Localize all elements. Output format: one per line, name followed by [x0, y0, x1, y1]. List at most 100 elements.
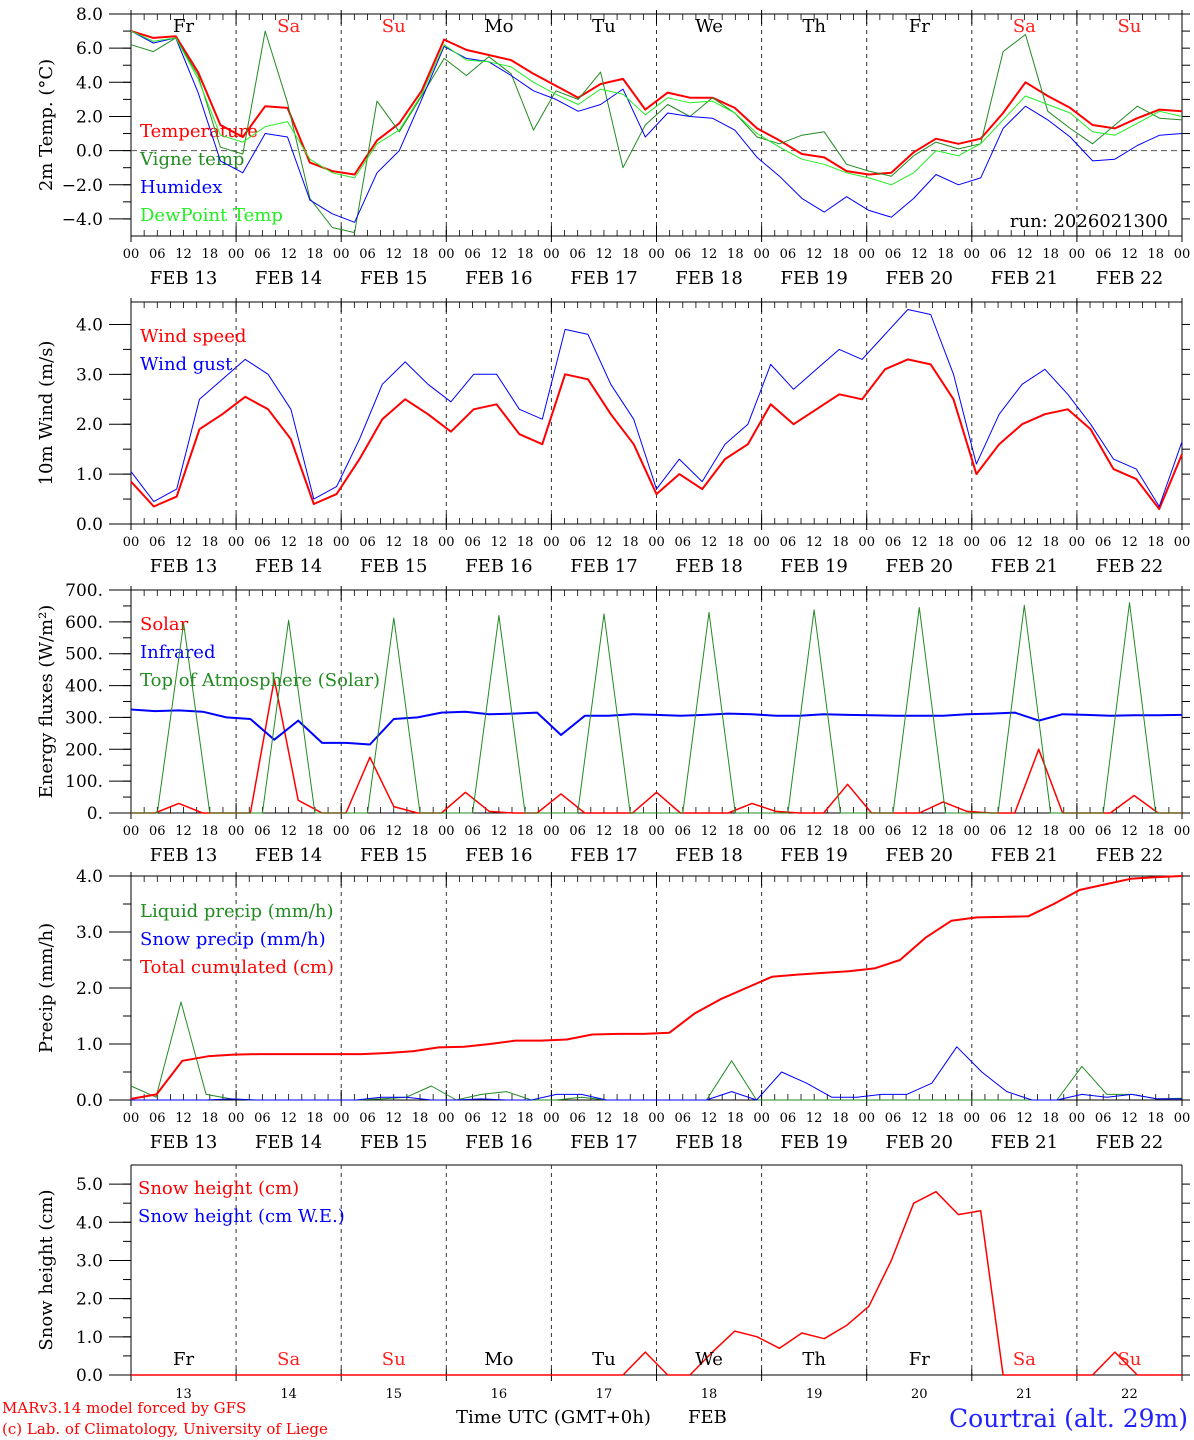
- day-number-label: 22: [1121, 1387, 1138, 1402]
- hour-tick-label: 00: [333, 535, 350, 550]
- series-line-vigne-temp: [130, 30, 1183, 234]
- hour-tick-label: 06: [464, 824, 481, 839]
- hour-tick-label: 12: [491, 1111, 508, 1126]
- hour-tick-label: 18: [622, 247, 639, 262]
- y-tick-label: 2.0: [76, 415, 103, 435]
- hour-tick-label: 06: [359, 247, 376, 262]
- hour-tick-label: 06: [1095, 1111, 1112, 1126]
- weekday-label: Fr: [909, 16, 930, 37]
- y-tick-label: 0.0: [76, 1091, 103, 1111]
- hour-tick-label: 12: [596, 1111, 613, 1126]
- weekday-label: Th: [802, 1349, 826, 1370]
- date-label: FEB 15: [360, 556, 427, 577]
- hour-tick-label: 06: [359, 535, 376, 550]
- hour-tick-label: 18: [517, 1111, 534, 1126]
- hour-tick-label: 12: [596, 247, 613, 262]
- date-label: FEB 20: [886, 1132, 953, 1153]
- date-label: FEB 21: [991, 1132, 1058, 1153]
- y-axis-label: 2m Temp. (°C): [36, 59, 57, 191]
- hour-tick-label: 12: [596, 824, 613, 839]
- legend-entry: Wind gust: [140, 354, 233, 375]
- date-label: FEB 18: [675, 1132, 742, 1153]
- hour-tick-label: 18: [202, 535, 219, 550]
- date-label: FEB 17: [570, 845, 637, 866]
- y-tick-label: 4.0: [76, 315, 103, 335]
- hour-tick-label: 18: [412, 247, 429, 262]
- lab-credit: (c) Lab. of Climatology, University of L…: [2, 1420, 328, 1438]
- legend-entry: Top of Atmosphere (Solar): [140, 670, 380, 691]
- hour-tick-label: 12: [1016, 824, 1033, 839]
- y-tick-label: 8.0: [76, 5, 103, 25]
- hour-tick-label: 06: [780, 535, 797, 550]
- hour-tick-label: 12: [280, 535, 297, 550]
- weekday-label: Fr: [173, 16, 194, 37]
- y-tick-label: 0.0: [76, 1366, 103, 1386]
- hour-tick-label: 18: [202, 824, 219, 839]
- hour-tick-label: 18: [937, 247, 954, 262]
- hour-tick-label: 00: [753, 824, 770, 839]
- hour-tick-label: 00: [543, 824, 560, 839]
- hour-tick-label: 00: [123, 1111, 140, 1126]
- hour-tick-label: 06: [464, 535, 481, 550]
- y-tick-label: 100.: [65, 772, 103, 792]
- hour-tick-label: 00: [228, 535, 245, 550]
- date-label: FEB 20: [886, 845, 953, 866]
- hour-tick-label: 18: [202, 247, 219, 262]
- hour-tick-label: 06: [990, 824, 1007, 839]
- hour-tick-label: 12: [1121, 535, 1138, 550]
- hour-tick-label: 18: [1042, 824, 1059, 839]
- footer: MARv3.14 model forced by GFS (c) Lab. of …: [2, 1399, 1188, 1438]
- panel-energy: 00 06 12 18 FEB 13 00 06 12 18 FEB 14 00 06 12 18 FEB …: [36, 581, 1190, 866]
- hour-tick-label: 18: [1147, 247, 1164, 262]
- hour-tick-label: 06: [149, 247, 166, 262]
- legend-entry: Temperature: [140, 121, 258, 142]
- panel-snow: 13 14 15 16 17 18 19 20 21 22 0.0 1.0 2.0 3.0 4.0 5.0 Sn…: [36, 1164, 1190, 1402]
- panel-temp: 00 06 12 18 FEB 13 00 06 12 18 FEB 14 00 06 12 18 FEB …: [36, 5, 1190, 289]
- hour-tick-label: 12: [911, 247, 928, 262]
- hour-tick-label: 18: [622, 535, 639, 550]
- hour-tick-label: 00: [1174, 535, 1191, 550]
- date-label: FEB 22: [1096, 556, 1163, 577]
- hour-tick-label: 18: [1042, 247, 1059, 262]
- hour-tick-label: 00: [228, 1111, 245, 1126]
- hour-tick-label: 06: [254, 535, 271, 550]
- hour-tick-label: 12: [280, 824, 297, 839]
- series-line-total-cumulated-cm-: [130, 875, 1183, 1100]
- hour-tick-label: 06: [569, 1111, 586, 1126]
- y-tick-label: 3.0: [76, 1251, 103, 1271]
- weekday-label: Su: [382, 16, 406, 37]
- hour-tick-label: 00: [1069, 247, 1086, 262]
- hour-tick-label: 06: [1095, 247, 1112, 262]
- hour-tick-label: 00: [543, 535, 560, 550]
- hour-tick-label: 00: [1069, 1111, 1086, 1126]
- date-label: FEB 18: [675, 845, 742, 866]
- date-label: FEB 18: [675, 268, 742, 289]
- panel-precip: 00 06 12 18 FEB 13 00 06 12 18 FEB 14 00 06 12 18 FEB …: [36, 867, 1190, 1153]
- hour-tick-label: 18: [622, 824, 639, 839]
- hour-tick-label: 12: [911, 1111, 928, 1126]
- hour-tick-label: 12: [911, 535, 928, 550]
- y-tick-label: 1.0: [76, 1035, 103, 1055]
- hour-tick-label: 00: [964, 535, 981, 550]
- weekday-label: Su: [1117, 16, 1141, 37]
- y-tick-label: 4.0: [76, 867, 103, 887]
- date-label: FEB 14: [255, 1132, 322, 1153]
- hour-tick-label: 00: [333, 1111, 350, 1126]
- hour-tick-label: 00: [543, 247, 560, 262]
- hour-tick-label: 18: [307, 1111, 324, 1126]
- hour-tick-label: 12: [701, 535, 718, 550]
- hour-tick-label: 12: [806, 824, 823, 839]
- hour-tick-label: 00: [858, 535, 875, 550]
- hour-tick-label: 18: [412, 824, 429, 839]
- y-tick-label: −2.0: [62, 176, 103, 196]
- hour-tick-label: 06: [675, 1111, 692, 1126]
- hour-tick-label: 12: [806, 1111, 823, 1126]
- hour-tick-label: 06: [990, 535, 1007, 550]
- hour-tick-label: 12: [175, 247, 192, 262]
- hour-tick-label: 00: [123, 247, 140, 262]
- legend-entry: Liquid precip (mm/h): [140, 901, 334, 922]
- y-tick-label: 200.: [65, 740, 103, 760]
- hour-tick-label: 00: [858, 824, 875, 839]
- hour-tick-label: 12: [1121, 247, 1138, 262]
- hour-tick-label: 12: [175, 535, 192, 550]
